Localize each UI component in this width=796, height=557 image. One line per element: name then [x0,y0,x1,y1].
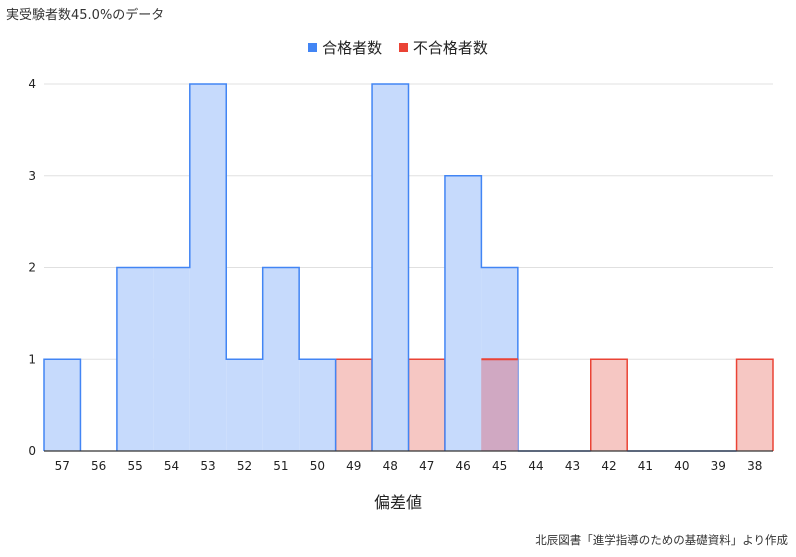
fail-bar [408,359,445,451]
fail-bar [590,359,628,451]
pass-bar [116,267,154,451]
y-tick-label: 0 [28,444,36,458]
pass-bar [226,359,263,451]
x-tick-label: 48 [383,459,398,473]
pass-bar [262,267,300,451]
histogram-chart: 0 1 2 3 4 57 56 55 54 53 52 51 50 49 48 47 46 45 44 43 42 41 4… [28,77,774,473]
x-tick-label: 56 [91,459,106,473]
x-tick-label: 42 [601,459,616,473]
y-tick-label: 1 [28,352,36,366]
overlap-layer [481,358,518,451]
legend-item-fail: 不合格者数 [398,37,488,58]
x-tick-label: 57 [55,459,70,473]
y-tick-label: 3 [28,169,36,183]
pass-bar [44,359,81,451]
source-note: 北辰図書「進学指導のための基礎資料」より作成 [535,533,788,547]
axes: 0 1 2 3 4 57 56 55 54 53 52 51 50 49 48 47 46 45 44 43 42 41 4… [28,77,773,473]
chart-header-title: 実受験者数45.0%のデータ [6,8,165,23]
legend-item-pass: 合格者数 [308,37,382,58]
chart-legend: 合格者数 不合格者数 [0,37,796,58]
x-tick-label: 44 [528,459,543,473]
x-tick-label: 50 [310,459,325,473]
x-tick-label: 54 [164,459,179,473]
legend-swatch-fail [398,43,408,52]
legend-label-pass: 合格者数 [322,39,383,57]
pass-line [43,83,519,451]
pass-bar [153,267,190,451]
legend-label-fail: 不合格者数 [412,39,488,57]
y-tick-label: 2 [28,261,36,275]
x-tick-label: 49 [346,459,361,473]
x-tick-label: 53 [200,459,215,473]
pass-bar [372,84,409,451]
x-tick-label: 38 [747,459,762,473]
x-tick-label: 55 [127,459,142,473]
fail-bar [335,359,373,451]
x-tick-label: 46 [456,459,471,473]
x-tick-label: 43 [565,459,580,473]
y-tick-label: 4 [28,77,36,91]
series-pass-layer [43,83,737,452]
x-tick-label: 45 [492,459,507,473]
overlap-bar [481,359,518,451]
x-tick-label: 40 [674,459,689,473]
x-tick-label: 41 [638,459,653,473]
pass-bar [189,84,227,451]
fail-bar [736,359,773,451]
x-tick-label: 52 [237,459,252,473]
legend-swatch-pass [308,43,318,52]
x-tick-label: 39 [711,459,726,473]
pass-bar [444,175,482,451]
x-tick-label: 51 [273,459,288,473]
pass-bar [299,359,336,451]
x-tick-label: 47 [419,459,434,473]
x-axis-title: 偏差値 [373,493,422,512]
